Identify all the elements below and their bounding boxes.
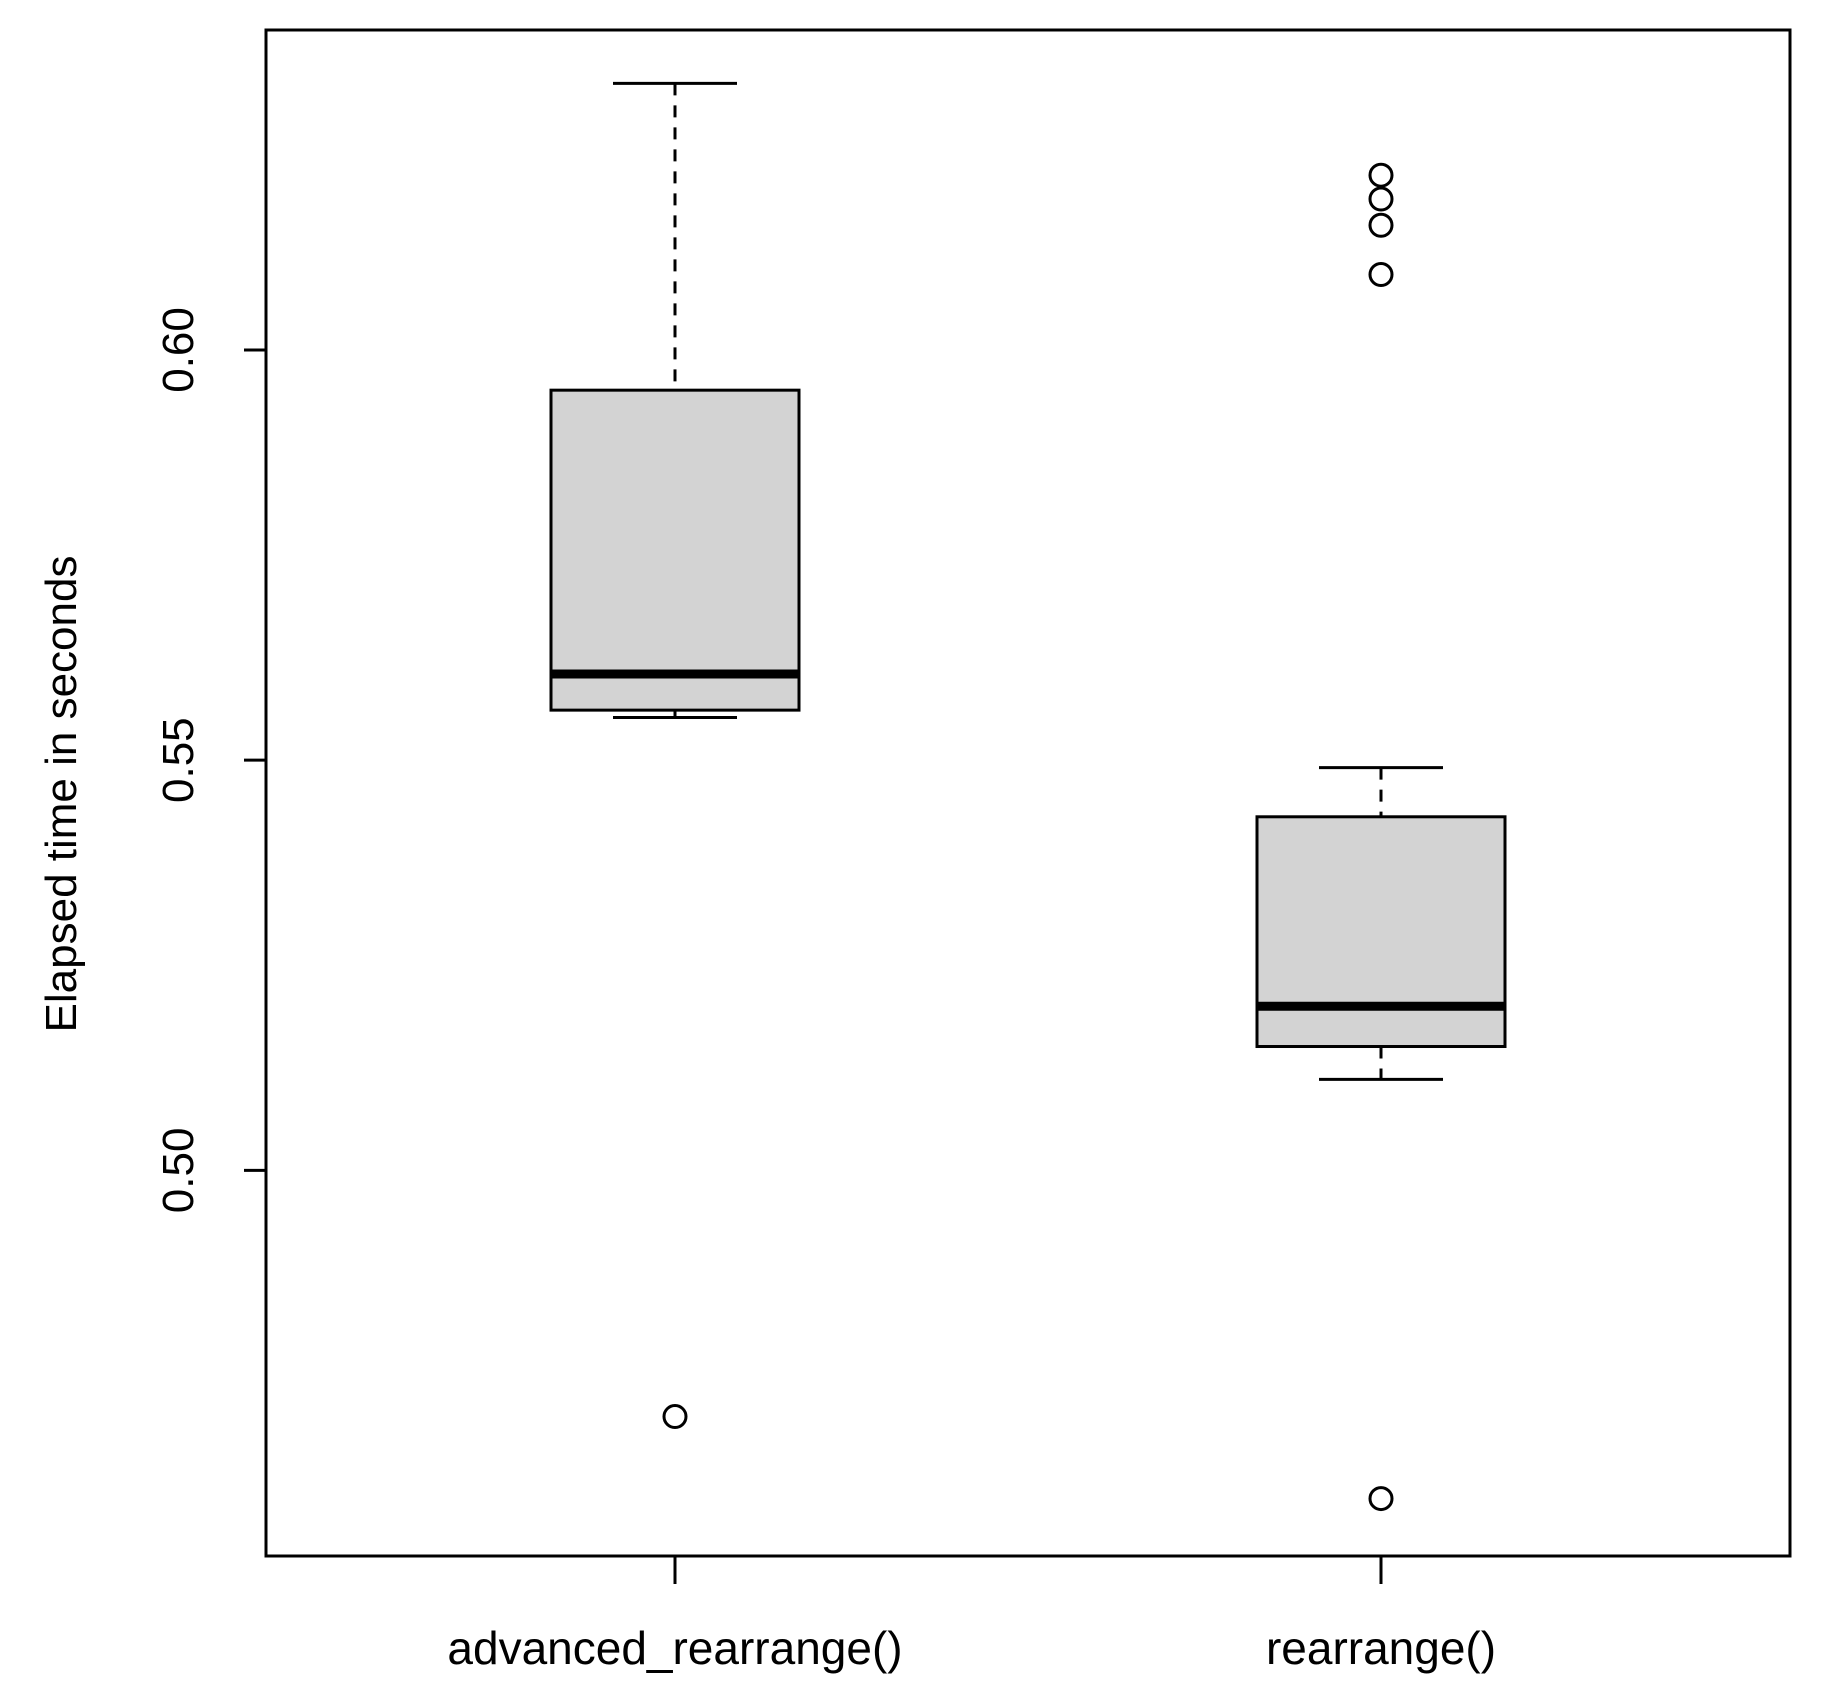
outlier-point [1368, 212, 1394, 238]
outlier-point [1368, 186, 1394, 212]
box-group [1255, 162, 1507, 1512]
box-group [549, 81, 801, 1430]
x-category-label: rearrange() [1266, 1622, 1496, 1674]
y-tick-label: 0.60 [154, 307, 203, 393]
iqr-box [1255, 815, 1507, 1049]
outlier-point [662, 1404, 688, 1430]
plot-frame [264, 28, 1792, 1558]
iqr-box [549, 388, 801, 712]
y-tick-label: 0.55 [154, 717, 203, 803]
y-tick-label: 0.50 [154, 1128, 203, 1214]
outlier-point [1368, 1486, 1394, 1512]
marks-layer [549, 81, 1507, 1512]
outlier-point [1368, 162, 1394, 188]
axes-layer: 0.50 0.55 0.60 advanced_rearrange() rearrang… [154, 28, 1792, 1674]
y-axis-title: Elapsed time in seconds [37, 556, 86, 1033]
outlier-point [1368, 261, 1394, 287]
x-category-label: advanced_rearrange() [447, 1622, 902, 1674]
